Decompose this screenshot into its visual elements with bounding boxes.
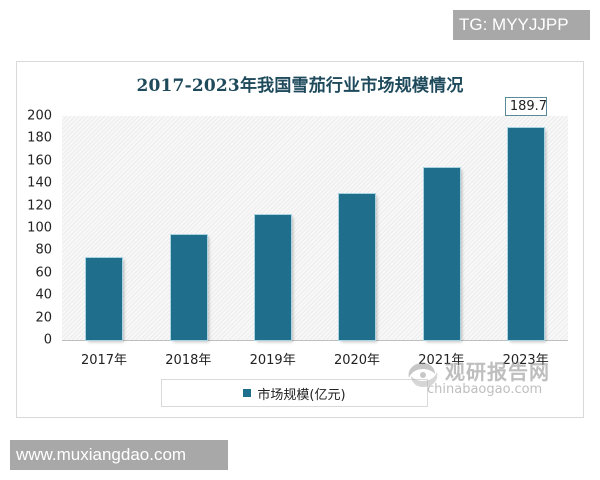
y-tick-label: 180 — [27, 130, 52, 146]
bar — [339, 194, 376, 340]
x-tick-label: 2017年 — [80, 353, 128, 368]
y-tick-label: 120 — [27, 198, 52, 214]
site-watermark-badge: www.muxiangdao.com — [10, 440, 228, 470]
x-tick-label: 2019年 — [249, 353, 296, 368]
swirl-logo-icon — [408, 363, 438, 387]
bar — [254, 214, 291, 340]
data-label: 189.7 — [504, 96, 547, 116]
bar — [86, 258, 123, 340]
y-tick-label: 0 — [43, 332, 52, 348]
x-axis-line — [62, 340, 568, 341]
y-tick-label: 200 — [27, 108, 52, 124]
y-tick-label: 140 — [27, 175, 52, 191]
x-tick-label: 2021年 — [418, 353, 465, 368]
x-tick-label: 2020年 — [333, 353, 381, 368]
y-tick-label: 60 — [35, 265, 52, 281]
legend-swatch-icon — [243, 389, 252, 397]
tg-watermark-badge: TG: MYYJJPP — [453, 10, 590, 40]
legend-label: 市场规模(亿元) — [257, 387, 346, 403]
plot-area — [62, 116, 568, 340]
bar — [507, 127, 544, 340]
y-tick-label: 40 — [35, 287, 52, 303]
y-tick-label: 20 — [35, 310, 52, 326]
x-tick-label: 2018年 — [165, 353, 212, 368]
bar — [170, 234, 207, 340]
watermark-en-text: chinabaogao.com — [427, 382, 543, 397]
chinabaogao-watermark: 观研报告网 chinabaogao.com — [405, 358, 565, 400]
x-tick-label: 2023年 — [502, 353, 549, 368]
bar — [423, 167, 460, 340]
y-tick-label: 80 — [35, 242, 52, 258]
watermark-cn-text: 观研报告网 — [445, 360, 550, 384]
y-tick-label: 160 — [27, 153, 52, 169]
legend: 市场规模(亿元) — [161, 379, 428, 407]
y-tick-label: 100 — [27, 220, 52, 236]
chart-title: 2017-2023年我国雪茄行业市场规模情况 — [136, 76, 464, 96]
